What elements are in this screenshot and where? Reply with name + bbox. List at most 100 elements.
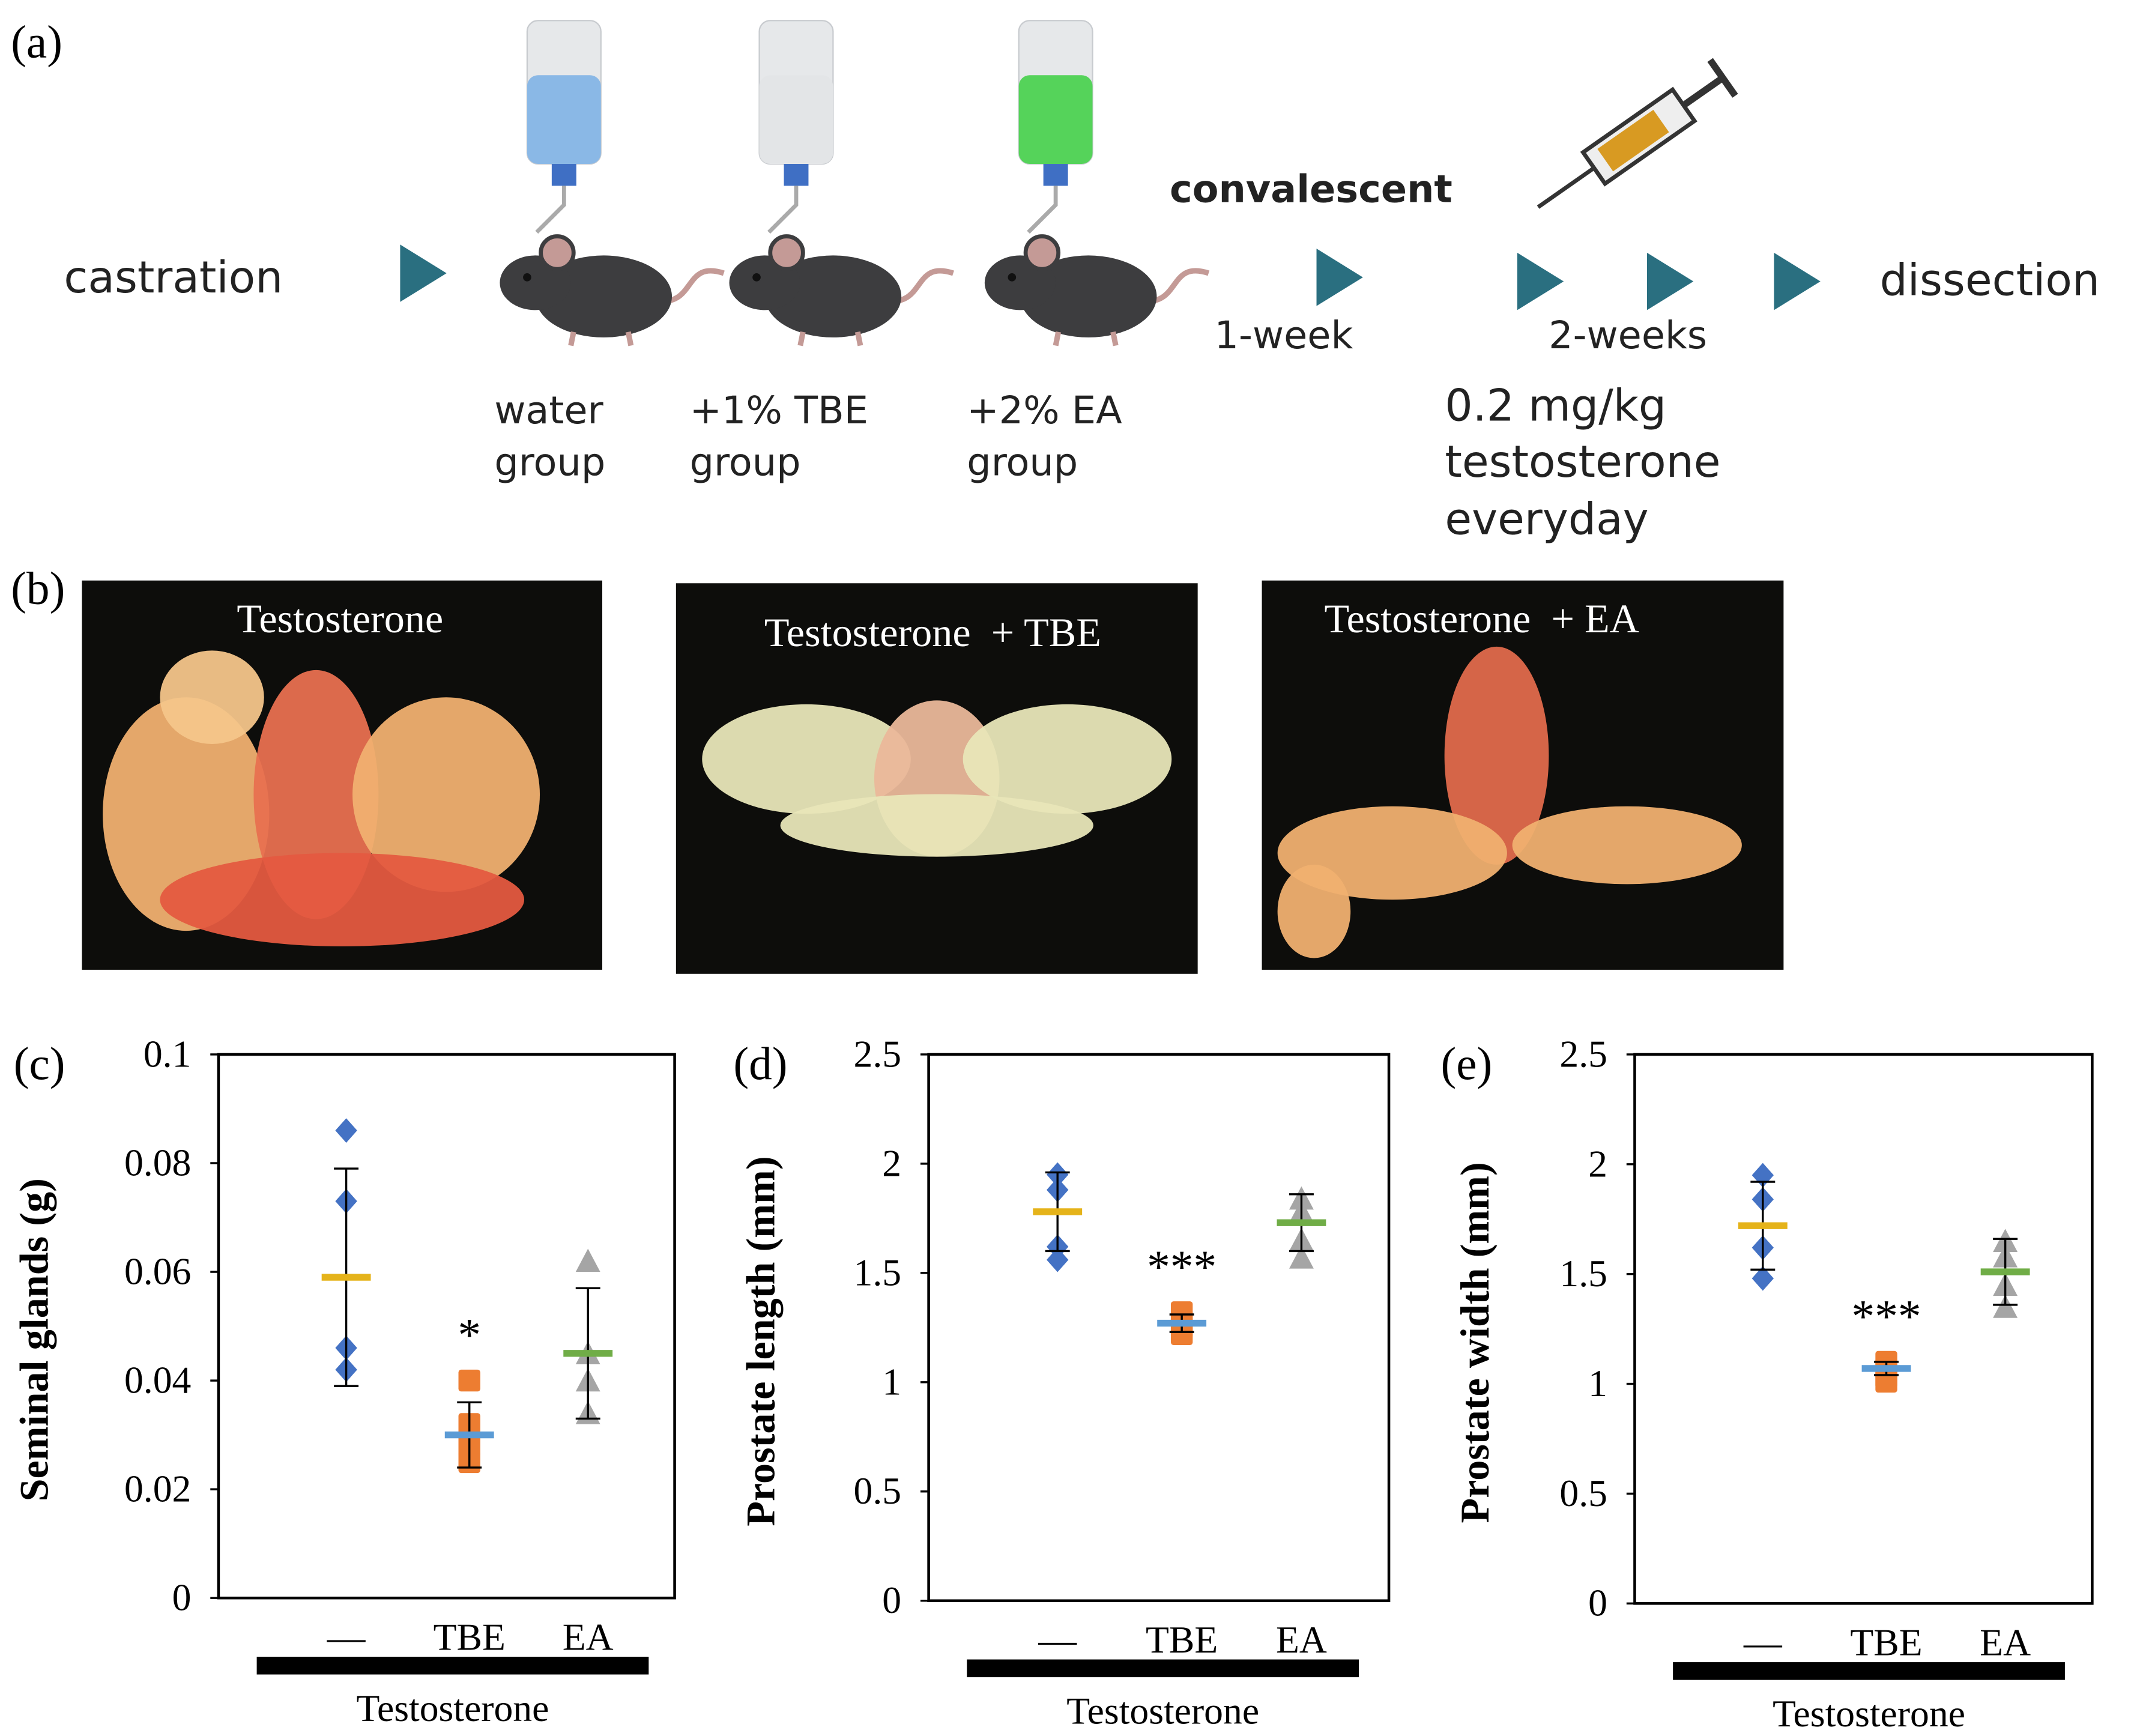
y-tick-label: 2 bbox=[882, 1142, 901, 1184]
treatment-label: testosterone bbox=[1445, 437, 1720, 488]
bottle-liquid bbox=[759, 75, 833, 165]
tissue bbox=[1512, 806, 1742, 885]
x-tick-label: TBE bbox=[1146, 1618, 1218, 1661]
syringe bbox=[1537, 58, 1738, 209]
mouse-leg bbox=[625, 331, 634, 346]
bottle-cap bbox=[784, 164, 809, 186]
y-tick-label: 2.5 bbox=[854, 1032, 902, 1075]
data-point bbox=[1752, 1266, 1774, 1291]
group-label: +1% TBE bbox=[690, 389, 868, 433]
bottle-tube bbox=[767, 186, 799, 234]
data-point bbox=[575, 1248, 600, 1272]
x-tick-label: — bbox=[1743, 1621, 1783, 1664]
arrow-head bbox=[1646, 252, 1694, 310]
mouse-ear bbox=[1023, 234, 1061, 271]
y-tick-label: 1 bbox=[1588, 1362, 1607, 1405]
y-tick-label: 0.06 bbox=[124, 1250, 191, 1293]
group-label: water bbox=[494, 389, 603, 433]
arrow-head bbox=[1316, 249, 1363, 306]
arrow-head bbox=[1774, 252, 1821, 310]
group-label: +2% EA bbox=[967, 389, 1122, 433]
y-axis-label: Prostate length (mm) bbox=[738, 1156, 784, 1526]
data-point bbox=[1047, 1247, 1069, 1272]
bottle-tube bbox=[535, 186, 566, 234]
panel-label: (d) bbox=[733, 1038, 787, 1089]
arrow-head bbox=[1517, 252, 1564, 310]
treatment-label: everyday bbox=[1445, 494, 1648, 545]
y-tick-label: 0 bbox=[172, 1576, 192, 1619]
panel-label: (a) bbox=[11, 16, 62, 68]
data-point bbox=[1289, 1245, 1314, 1269]
mouse-leg bbox=[1110, 331, 1119, 346]
y-tick-label: 0.02 bbox=[124, 1468, 191, 1510]
group-label: group bbox=[494, 441, 605, 485]
x-tick-label: TBE bbox=[434, 1616, 506, 1659]
y-axis-label: Seminal glands (g) bbox=[11, 1178, 57, 1501]
tissue bbox=[1444, 646, 1549, 865]
mouse-eye bbox=[523, 273, 531, 282]
significance-label: *** bbox=[1147, 1241, 1217, 1292]
data-point bbox=[1993, 1295, 2018, 1318]
x-tick-label: EA bbox=[1276, 1618, 1327, 1661]
arrow-head bbox=[400, 244, 447, 302]
x-tick-label: EA bbox=[1980, 1621, 2031, 1664]
decor bbox=[311, 20, 1821, 346]
step-title: convalescent bbox=[1170, 168, 1452, 212]
tissue bbox=[702, 704, 911, 814]
tissue bbox=[160, 650, 264, 744]
x-tick-label: — bbox=[1038, 1618, 1077, 1661]
y-tick-label: 2.5 bbox=[1559, 1032, 1607, 1075]
y-tick-label: 0.04 bbox=[124, 1359, 191, 1402]
y-tick-label: 1.5 bbox=[1559, 1252, 1607, 1295]
y-axis-label: Prostate width (mm) bbox=[1452, 1162, 1498, 1523]
mouse-ear bbox=[539, 234, 576, 271]
panel-label: (e) bbox=[1441, 1038, 1493, 1089]
data-point bbox=[335, 1118, 357, 1143]
bottle-cap bbox=[1043, 164, 1068, 186]
y-tick-label: 2 bbox=[1588, 1142, 1607, 1185]
syringe-liquid bbox=[1597, 109, 1669, 172]
mouse-eye bbox=[752, 273, 761, 282]
mouse-leg bbox=[854, 331, 863, 346]
photos bbox=[82, 580, 1784, 974]
group-label: Testosterone bbox=[1066, 1689, 1259, 1732]
x-tick-label: TBE bbox=[1850, 1621, 1922, 1664]
photo-label: Testosterone + TBE bbox=[764, 609, 1101, 655]
syringe-plunger-end bbox=[1707, 58, 1738, 98]
group-label: Testosterone bbox=[357, 1687, 549, 1729]
panel-label: (b) bbox=[11, 562, 65, 614]
group-label: Testosterone bbox=[1773, 1692, 1965, 1735]
step-label: castration bbox=[64, 252, 283, 303]
group-label: group bbox=[690, 441, 801, 485]
y-tick-label: 0.5 bbox=[1559, 1472, 1607, 1514]
bottle-tube bbox=[1027, 186, 1058, 234]
plot-frame bbox=[217, 1053, 676, 1600]
tissue bbox=[160, 853, 525, 947]
x-tick-label: — bbox=[327, 1616, 366, 1659]
mouse-ear bbox=[768, 234, 805, 271]
tissue bbox=[963, 704, 1172, 814]
step-label: dissection bbox=[1880, 255, 2100, 306]
y-tick-label: 0 bbox=[882, 1579, 901, 1621]
mouse-eye bbox=[1008, 273, 1017, 282]
treatment-label: 0.2 mg/kg bbox=[1445, 381, 1666, 432]
syringe-plunger bbox=[1681, 75, 1725, 109]
y-tick-label: 0.08 bbox=[124, 1141, 191, 1184]
plot-frame bbox=[927, 1053, 1391, 1602]
y-tick-label: 1.5 bbox=[854, 1251, 902, 1293]
y-tick-label: 0.5 bbox=[854, 1469, 902, 1512]
photo-label: Testosterone bbox=[237, 596, 443, 641]
y-tick-label: 0.1 bbox=[144, 1032, 192, 1075]
syringe-needle bbox=[1537, 166, 1595, 209]
duration-label: 1-week bbox=[1215, 313, 1353, 358]
plot-frame bbox=[1633, 1053, 2094, 1605]
bottle-liquid bbox=[527, 75, 601, 165]
mouse-leg bbox=[568, 331, 576, 346]
panel-label: (c) bbox=[14, 1038, 65, 1089]
data-point bbox=[1875, 1370, 1897, 1393]
group-bar bbox=[256, 1656, 649, 1675]
tissue bbox=[1277, 864, 1351, 958]
bottle-liquid bbox=[1018, 75, 1093, 165]
group-bar bbox=[1673, 1662, 2065, 1680]
